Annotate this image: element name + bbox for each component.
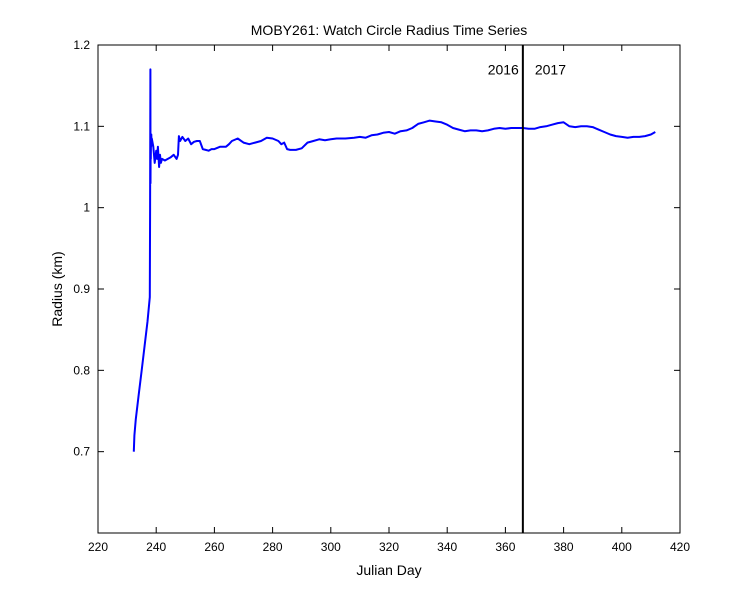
x-tick-label: 400 [612,540,632,554]
y-tick-label: 0.8 [73,363,90,377]
x-tick-label: 300 [321,540,341,554]
x-tick-label: 260 [204,540,224,554]
x-tick-label: 320 [379,540,399,554]
chart-title: MOBY261: Watch Circle Radius Time Series [251,22,527,38]
y-tick-label: 0.9 [73,282,90,296]
y-axis-ticks: 0.7 0.8 0.9 1 1.1 1.2 [73,38,680,459]
series-line-radius [132,68,656,452]
x-tick-label: 420 [670,540,690,554]
x-tick-label: 340 [437,540,457,554]
x-axis-ticks: 220 240 260 280 300 320 340 360 380 400 420 [88,45,690,554]
y-tick-label: 1 [83,201,90,215]
x-tick-label: 240 [146,540,166,554]
annotation-year-2016: 2016 [488,61,519,77]
y-tick-label: 0.7 [73,445,90,459]
x-tick-label: 220 [88,540,108,554]
y-tick-label: 1.1 [73,119,90,133]
x-tick-label: 380 [554,540,574,554]
annotation-year-2017: 2017 [535,61,566,77]
y-tick-label: 1.2 [73,38,90,52]
x-tick-label: 280 [263,540,283,554]
x-tick-label: 360 [495,540,515,554]
y-axis-label: Radius (km) [49,251,65,326]
plot-area [132,68,656,452]
x-axis-label: Julian Day [356,562,421,578]
